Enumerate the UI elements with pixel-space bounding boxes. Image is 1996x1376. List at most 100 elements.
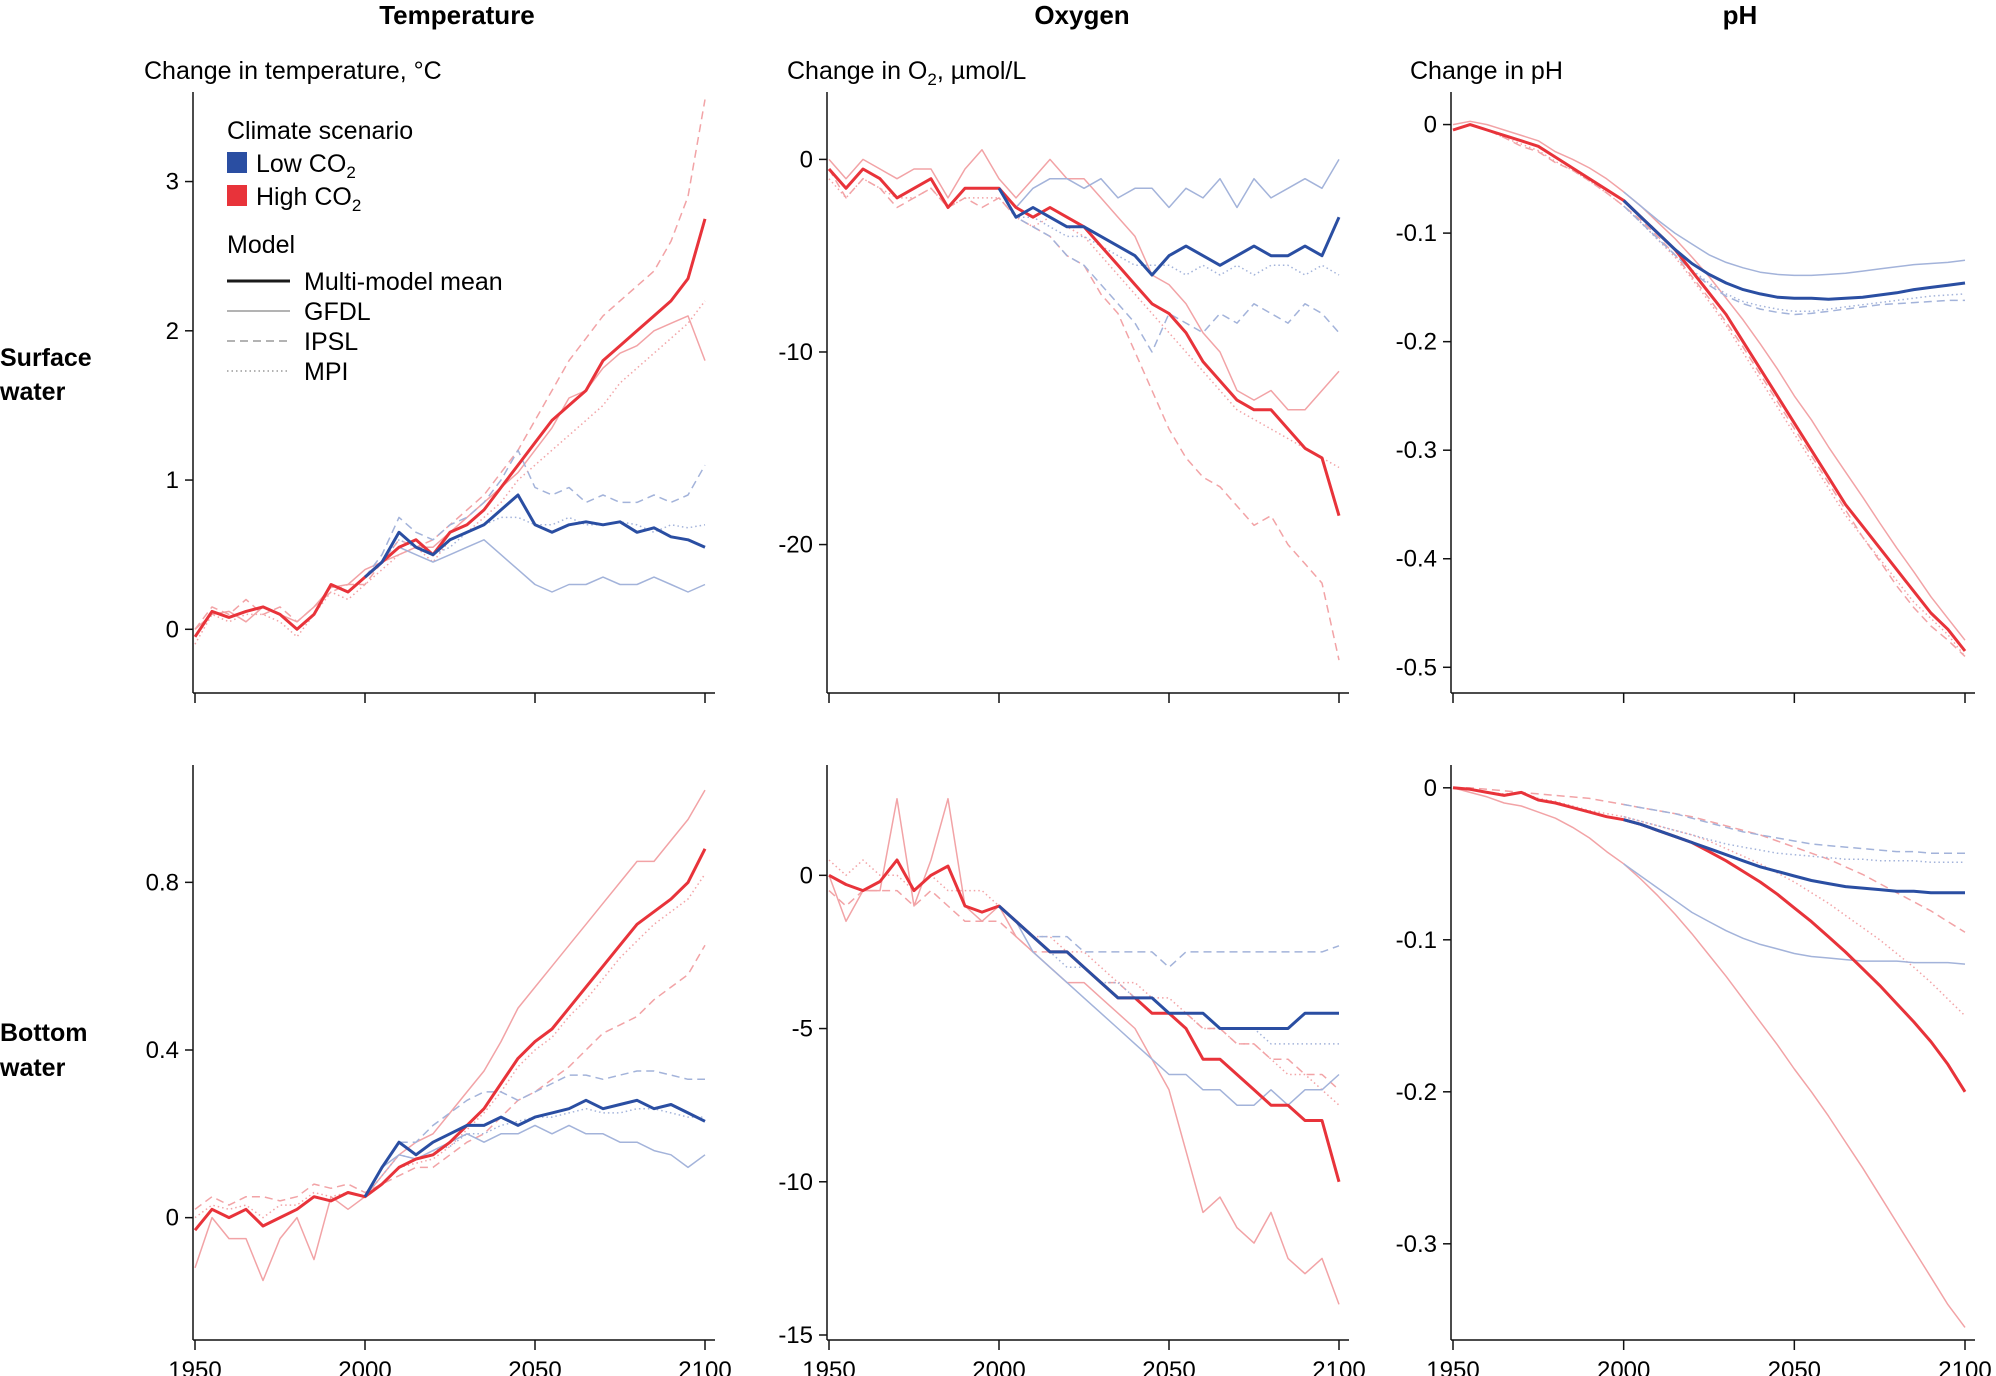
- y-tick-label: -0.3: [1396, 1231, 1437, 1258]
- y-tick-label: 2: [166, 318, 179, 345]
- series-line-high-co2-mpi: [1452, 123, 1966, 657]
- oxygen-unit-prefix: Change in O: [787, 57, 927, 85]
- y-tick-label: -0.2: [1396, 1079, 1437, 1106]
- series-line-low-co2-gfdl: [364, 1124, 706, 1198]
- series-line-low-co2-mpi: [364, 1107, 705, 1198]
- series-line-high-co2-mpi: [194, 873, 706, 1219]
- series-line-low-co2-mpi: [998, 905, 1339, 1045]
- x-tick-label: 1950: [168, 1357, 221, 1376]
- panel-bottom-temperature: 0 0.4 0.8 1950 2000 2050 2100: [146, 765, 732, 1376]
- panel-surface-oxygen: 0 -10 -20: [778, 92, 1349, 703]
- series-line-low-co2-mpi: [998, 187, 1340, 276]
- legend-label-gfdl: GFDL: [304, 298, 371, 326]
- y-tick-label: 0: [1424, 775, 1437, 802]
- x-tick-label: 2050: [1142, 1357, 1195, 1376]
- x-tick-label: 2000: [1597, 1357, 1650, 1376]
- y-tick-label: 0: [800, 862, 813, 889]
- y-tick-label: 0.4: [146, 1037, 179, 1064]
- y-tick-label: -0.1: [1396, 927, 1437, 954]
- series-line-high-co2-gfdl: [828, 149, 1340, 411]
- column-title-oxygen: Oxygen: [1034, 0, 1129, 30]
- ph-unit-label: Change in pH: [1410, 57, 1563, 85]
- y-tick-label: 3: [166, 169, 179, 196]
- y-tick-label: 1: [166, 467, 179, 494]
- series-line-low-co2-multi-model-mean: [997, 187, 1341, 277]
- y-tick-label: 0: [1424, 112, 1437, 139]
- series-line-high-co2-gfdl: [828, 797, 1340, 1305]
- legend: Climate scenario Low CO2 High CO2 Model …: [227, 117, 503, 386]
- series-line-high-co2-mpi: [1452, 787, 1966, 1017]
- series-line-low-co2-mpi: [1623, 205, 1966, 313]
- row-label-surface-line2: water: [0, 378, 66, 406]
- x-tick-label: 2100: [678, 1357, 731, 1376]
- x-tick-label: 2000: [338, 1357, 391, 1376]
- y-tick-label: 0: [800, 146, 813, 173]
- oxygen-unit-label: Change in O2, µmol/L: [787, 57, 1026, 89]
- y-tick-label: -10: [778, 1169, 813, 1196]
- panel-bottom-oxygen: 0 -5 -10 -15 1950 2000 2050 2100: [778, 765, 1366, 1376]
- series-line-high-co2-multi-model-mean: [827, 167, 1341, 517]
- legend-swatch-low-co2: [227, 152, 247, 173]
- legend-label-high-co2-sub: 2: [352, 196, 361, 215]
- series-line-high-co2-multi-model-mean: [1452, 786, 1967, 1093]
- series-line-high-co2-ipsl: [828, 889, 1340, 1091]
- column-title-ph: pH: [1723, 0, 1758, 30]
- series-line-high-co2-gfdl: [1452, 120, 1966, 641]
- series-line-low-co2-ipsl: [364, 449, 706, 578]
- series-line-low-co2-ipsl: [364, 1070, 705, 1198]
- panel-surface-temperature: 0 1 2 3: [166, 92, 715, 703]
- x-tick-label: 1950: [802, 1357, 855, 1376]
- legend-label-low-co2-text: Low CO: [256, 150, 346, 178]
- series-line-high-co2-gfdl: [1452, 787, 1966, 1328]
- series-line-low-co2-ipsl: [998, 187, 1340, 353]
- series-line-high-co2-ipsl: [1452, 123, 1966, 657]
- series-line-high-co2-multi-model-mean: [1452, 123, 1967, 652]
- series-line-high-co2-mpi: [194, 300, 706, 645]
- temperature-unit-label: Change in temperature, °C: [144, 57, 442, 85]
- series-line-low-co2-ipsl: [1623, 803, 1965, 854]
- x-tick-label: 2100: [1312, 1357, 1365, 1376]
- row-label-bottom-line2: water: [0, 1054, 66, 1082]
- series-line-high-co2-mpi: [828, 177, 1340, 469]
- y-tick-label: -0.3: [1396, 437, 1437, 464]
- x-tick-label: 2100: [1938, 1357, 1991, 1376]
- row-label-surface: Surface: [0, 344, 92, 372]
- series-line-low-co2-multi-model-mean: [364, 493, 706, 579]
- series-line-low-co2-multi-model-mean: [1623, 818, 1965, 895]
- series-line-high-co2-multi-model-mean: [828, 858, 1341, 1183]
- legend-label-low-co2-sub: 2: [346, 163, 355, 182]
- series-line-low-co2-ipsl: [998, 905, 1340, 969]
- y-tick-label: -0.4: [1396, 546, 1437, 573]
- series-line-low-co2-gfdl: [998, 905, 1340, 1106]
- y-tick-label: -5: [792, 1016, 813, 1043]
- series-line-high-co2-ipsl: [194, 99, 706, 630]
- series-line-high-co2-ipsl: [1453, 787, 1966, 933]
- series-line-low-co2-multi-model-mean: [363, 1098, 706, 1198]
- legend-label-high-co2-text: High CO: [256, 183, 352, 211]
- oxygen-unit-subscript: 2: [927, 70, 936, 89]
- x-tick-label: 1950: [1426, 1357, 1479, 1376]
- y-tick-label: 0: [166, 616, 179, 643]
- y-tick-label: -10: [778, 339, 813, 366]
- x-tick-label: 2000: [972, 1357, 1025, 1376]
- series-line-low-co2-gfdl: [998, 159, 1340, 209]
- y-tick-label: -15: [778, 1322, 813, 1349]
- series-line-low-co2-gfdl: [1623, 863, 1966, 965]
- series-line-low-co2-gfdl: [364, 539, 706, 593]
- series-line-low-co2-mpi: [1623, 815, 1965, 864]
- legend-label-low-co2: Low CO2: [256, 150, 356, 182]
- x-tick-label: 2050: [1768, 1357, 1821, 1376]
- oxygen-unit-suffix: , µmol/L: [937, 57, 1027, 85]
- y-tick-label: -0.2: [1396, 329, 1437, 356]
- y-tick-label: -20: [778, 532, 813, 559]
- series-line-high-co2-gfdl: [194, 315, 706, 630]
- series-line-high-co2-ipsl: [194, 944, 706, 1210]
- legend-label-mpi: MPI: [304, 358, 348, 386]
- y-tick-label: 0.8: [146, 869, 179, 896]
- series-line-low-co2-multi-model-mean: [1622, 199, 1966, 301]
- y-tick-label: 0: [166, 1205, 179, 1232]
- legend-swatch-high-co2: [227, 185, 247, 206]
- series-line-low-co2-gfdl: [1623, 191, 1966, 277]
- y-tick-label: -0.1: [1396, 220, 1437, 247]
